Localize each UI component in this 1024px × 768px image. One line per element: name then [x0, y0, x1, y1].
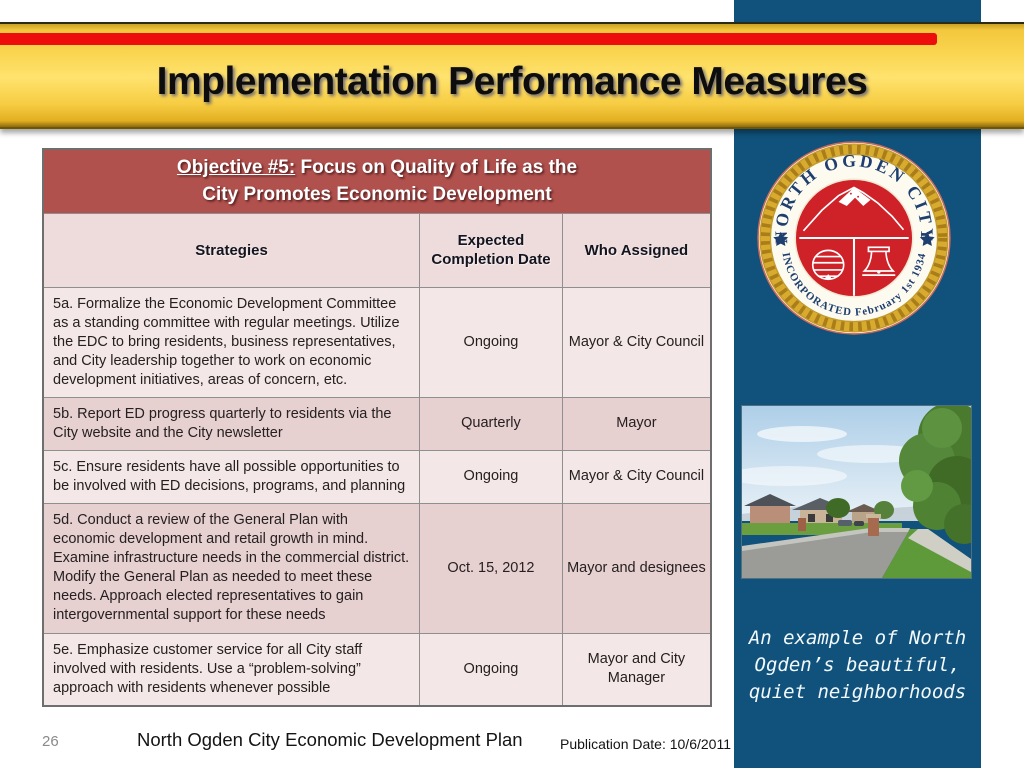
table-row-5a: 5a. Formalize the Economic Development C… — [42, 286, 712, 398]
neighborhood-photo-image — [727, 402, 987, 578]
page-title: Implementation Performance Measures — [156, 60, 868, 103]
north-ogden-city-seal: NORTH OGDEN CITY INCORPORATED February 1… — [756, 140, 952, 336]
column-header-who-assigned: Who Assigned — [561, 212, 712, 288]
seal-star-left — [773, 231, 789, 247]
table-row-5c: 5c. Ensure residents have all possible o… — [42, 449, 712, 504]
column-header-strategies: Strategies — [42, 212, 421, 288]
who-assigned-cell: Mayor and designees — [561, 502, 712, 634]
completion-date-cell: Ongoing — [419, 286, 563, 398]
strategy-cell: 5e. Emphasize customer service for all C… — [42, 632, 421, 706]
seal-star-right — [919, 231, 935, 247]
city-seal-icon: NORTH OGDEN CITY INCORPORATED February 1… — [757, 141, 951, 335]
strategy-cell: 5c. Ensure residents have all possible o… — [42, 449, 421, 504]
title-banner: Implementation Performance Measures — [0, 22, 1024, 129]
strategy-cell: 5b. Report ED progress quarterly to resi… — [42, 396, 421, 451]
who-assigned-cell: Mayor — [561, 396, 712, 451]
seal-beehive-icon — [811, 249, 845, 281]
who-assigned-cell: Mayor & City Council — [561, 449, 712, 504]
objective-label: Objective #5: — [176, 157, 296, 179]
red-stripe-decoration — [0, 33, 937, 45]
seal-bell-icon — [862, 246, 896, 276]
table-row-5e: 5e. Emphasize customer service for all C… — [42, 632, 712, 706]
page-number: 26 — [42, 733, 59, 750]
who-assigned-cell: Mayor & City Council — [561, 286, 712, 398]
objective-text-line2: City Promotes Economic Development — [202, 184, 552, 206]
column-header-row: Strategies Expected Completion Date Who … — [42, 212, 712, 288]
strategy-cell: 5a. Formalize the Economic Development C… — [42, 286, 421, 398]
who-assigned-cell: Mayor and City Manager — [561, 632, 712, 706]
table-row-5b: 5b. Report ED progress quarterly to resi… — [42, 396, 712, 451]
completion-date-cell: Oct. 15, 2012 — [419, 502, 563, 634]
objective-header: Objective #5: Focus on Quality of Life a… — [42, 148, 712, 214]
publication-date: Publication Date: 10/6/2011 — [560, 736, 731, 752]
footer-title: North Ogden City Economic Development Pl… — [137, 729, 523, 750]
table-row-5d: 5d. Conduct a review of the General Plan… — [42, 502, 712, 634]
completion-date-cell: Ongoing — [419, 449, 563, 504]
seal-mountain-icon — [802, 186, 905, 232]
completion-date-cell: Ongoing — [419, 632, 563, 706]
performance-measures-table: Objective #5: Focus on Quality of Life a… — [42, 148, 712, 707]
neighborhood-photo — [727, 402, 987, 579]
objective-header-row: Objective #5: Focus on Quality of Life a… — [42, 148, 712, 214]
photo-caption: An example of North Ogden’s beautiful, q… — [748, 627, 967, 703]
objective-text-line1: Focus on Quality of Life as the — [295, 157, 578, 179]
strategy-cell: 5d. Conduct a review of the General Plan… — [42, 502, 421, 634]
completion-date-cell: Quarterly — [419, 396, 563, 451]
column-header-expected-completion-date: Expected Completion Date — [419, 212, 563, 288]
